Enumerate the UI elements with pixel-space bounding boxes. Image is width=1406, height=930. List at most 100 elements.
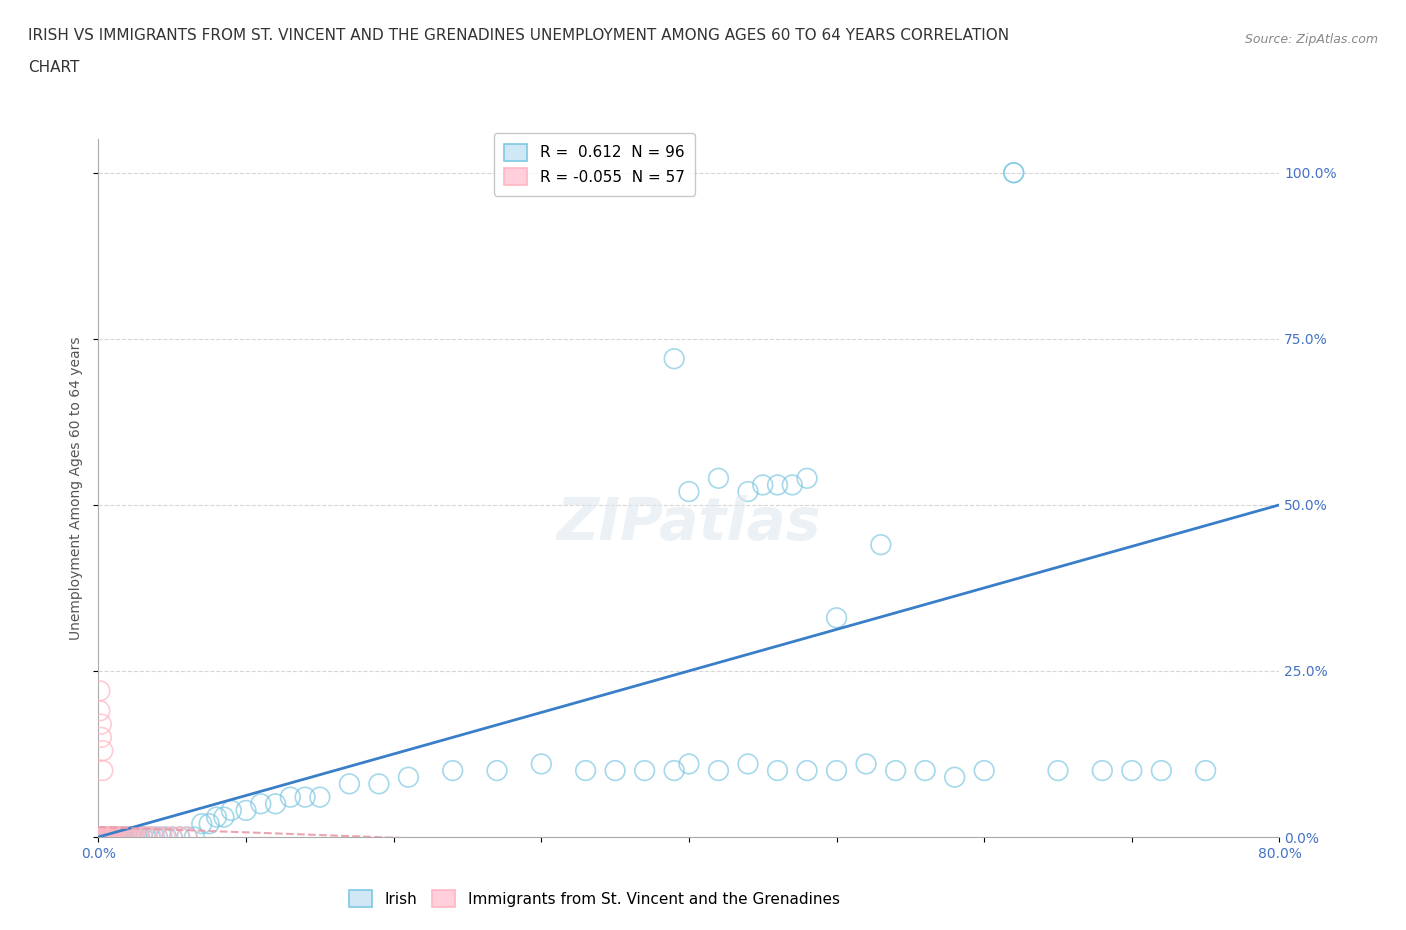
- Point: [103, 830, 125, 844]
- Point: [103, 830, 125, 844]
- Point: [486, 764, 509, 778]
- Point: [97, 830, 120, 844]
- Point: [737, 756, 759, 771]
- Point: [869, 538, 891, 552]
- Point: [89, 830, 111, 844]
- Point: [121, 830, 143, 844]
- Point: [103, 830, 125, 844]
- Point: [120, 830, 142, 844]
- Point: [108, 830, 131, 844]
- Point: [114, 830, 136, 844]
- Point: [93, 830, 115, 844]
- Point: [707, 764, 730, 778]
- Point: [766, 764, 789, 778]
- Point: [782, 477, 804, 492]
- Point: [153, 830, 176, 844]
- Point: [143, 830, 166, 844]
- Text: ZIPatlas: ZIPatlas: [557, 495, 821, 551]
- Point: [93, 830, 115, 844]
- Point: [107, 830, 129, 844]
- Point: [633, 764, 655, 778]
- Point: [146, 830, 169, 844]
- Point: [1195, 764, 1218, 778]
- Point: [139, 830, 162, 844]
- Point: [150, 830, 173, 844]
- Point: [91, 830, 114, 844]
- Point: [796, 471, 818, 485]
- Y-axis label: Unemployment Among Ages 60 to 64 years: Unemployment Among Ages 60 to 64 years: [69, 337, 83, 640]
- Point: [98, 830, 121, 844]
- Point: [90, 830, 112, 844]
- Point: [87, 830, 110, 844]
- Point: [90, 830, 112, 844]
- Point: [91, 764, 114, 778]
- Point: [114, 830, 136, 844]
- Point: [100, 830, 122, 844]
- Point: [162, 830, 183, 844]
- Point: [605, 764, 627, 778]
- Point: [87, 830, 110, 844]
- Point: [90, 830, 112, 844]
- Point: [707, 471, 730, 485]
- Point: [94, 830, 117, 844]
- Point: [183, 830, 205, 844]
- Point: [751, 477, 773, 492]
- Point: [89, 830, 111, 844]
- Point: [250, 796, 273, 811]
- Point: [89, 830, 111, 844]
- Point: [89, 830, 111, 844]
- Point: [100, 830, 122, 844]
- Point: [87, 830, 110, 844]
- Point: [1002, 166, 1025, 180]
- Point: [96, 830, 118, 844]
- Point: [176, 830, 198, 844]
- Point: [104, 830, 127, 844]
- Point: [103, 830, 125, 844]
- Point: [91, 743, 114, 758]
- Point: [89, 830, 111, 844]
- Point: [120, 830, 142, 844]
- Point: [1150, 764, 1173, 778]
- Legend: Irish, Immigrants from St. Vincent and the Grenadines: Irish, Immigrants from St. Vincent and t…: [343, 884, 846, 913]
- Point: [111, 830, 134, 844]
- Point: [884, 764, 907, 778]
- Point: [93, 830, 115, 844]
- Point: [796, 764, 818, 778]
- Point: [124, 830, 146, 844]
- Point: [105, 830, 128, 844]
- Point: [368, 777, 391, 791]
- Point: [91, 830, 114, 844]
- Point: [93, 830, 115, 844]
- Point: [530, 756, 553, 771]
- Point: [678, 756, 700, 771]
- Point: [664, 352, 686, 366]
- Point: [117, 830, 139, 844]
- Point: [98, 830, 121, 844]
- Point: [943, 770, 966, 785]
- Point: [90, 730, 112, 745]
- Point: [146, 830, 169, 844]
- Point: [737, 485, 759, 499]
- Point: [91, 830, 114, 844]
- Text: Source: ZipAtlas.com: Source: ZipAtlas.com: [1244, 33, 1378, 46]
- Point: [94, 830, 117, 844]
- Point: [1046, 764, 1069, 778]
- Point: [89, 703, 111, 718]
- Point: [87, 830, 110, 844]
- Point: [110, 830, 132, 844]
- Point: [264, 796, 287, 811]
- Point: [1091, 764, 1114, 778]
- Point: [89, 830, 111, 844]
- Point: [108, 830, 131, 844]
- Point: [97, 830, 120, 844]
- Point: [339, 777, 360, 791]
- Point: [90, 830, 112, 844]
- Point: [91, 830, 114, 844]
- Point: [825, 764, 848, 778]
- Point: [162, 830, 183, 844]
- Point: [87, 830, 110, 844]
- Text: CHART: CHART: [28, 60, 80, 75]
- Point: [135, 830, 157, 844]
- Point: [111, 830, 134, 844]
- Point: [105, 830, 128, 844]
